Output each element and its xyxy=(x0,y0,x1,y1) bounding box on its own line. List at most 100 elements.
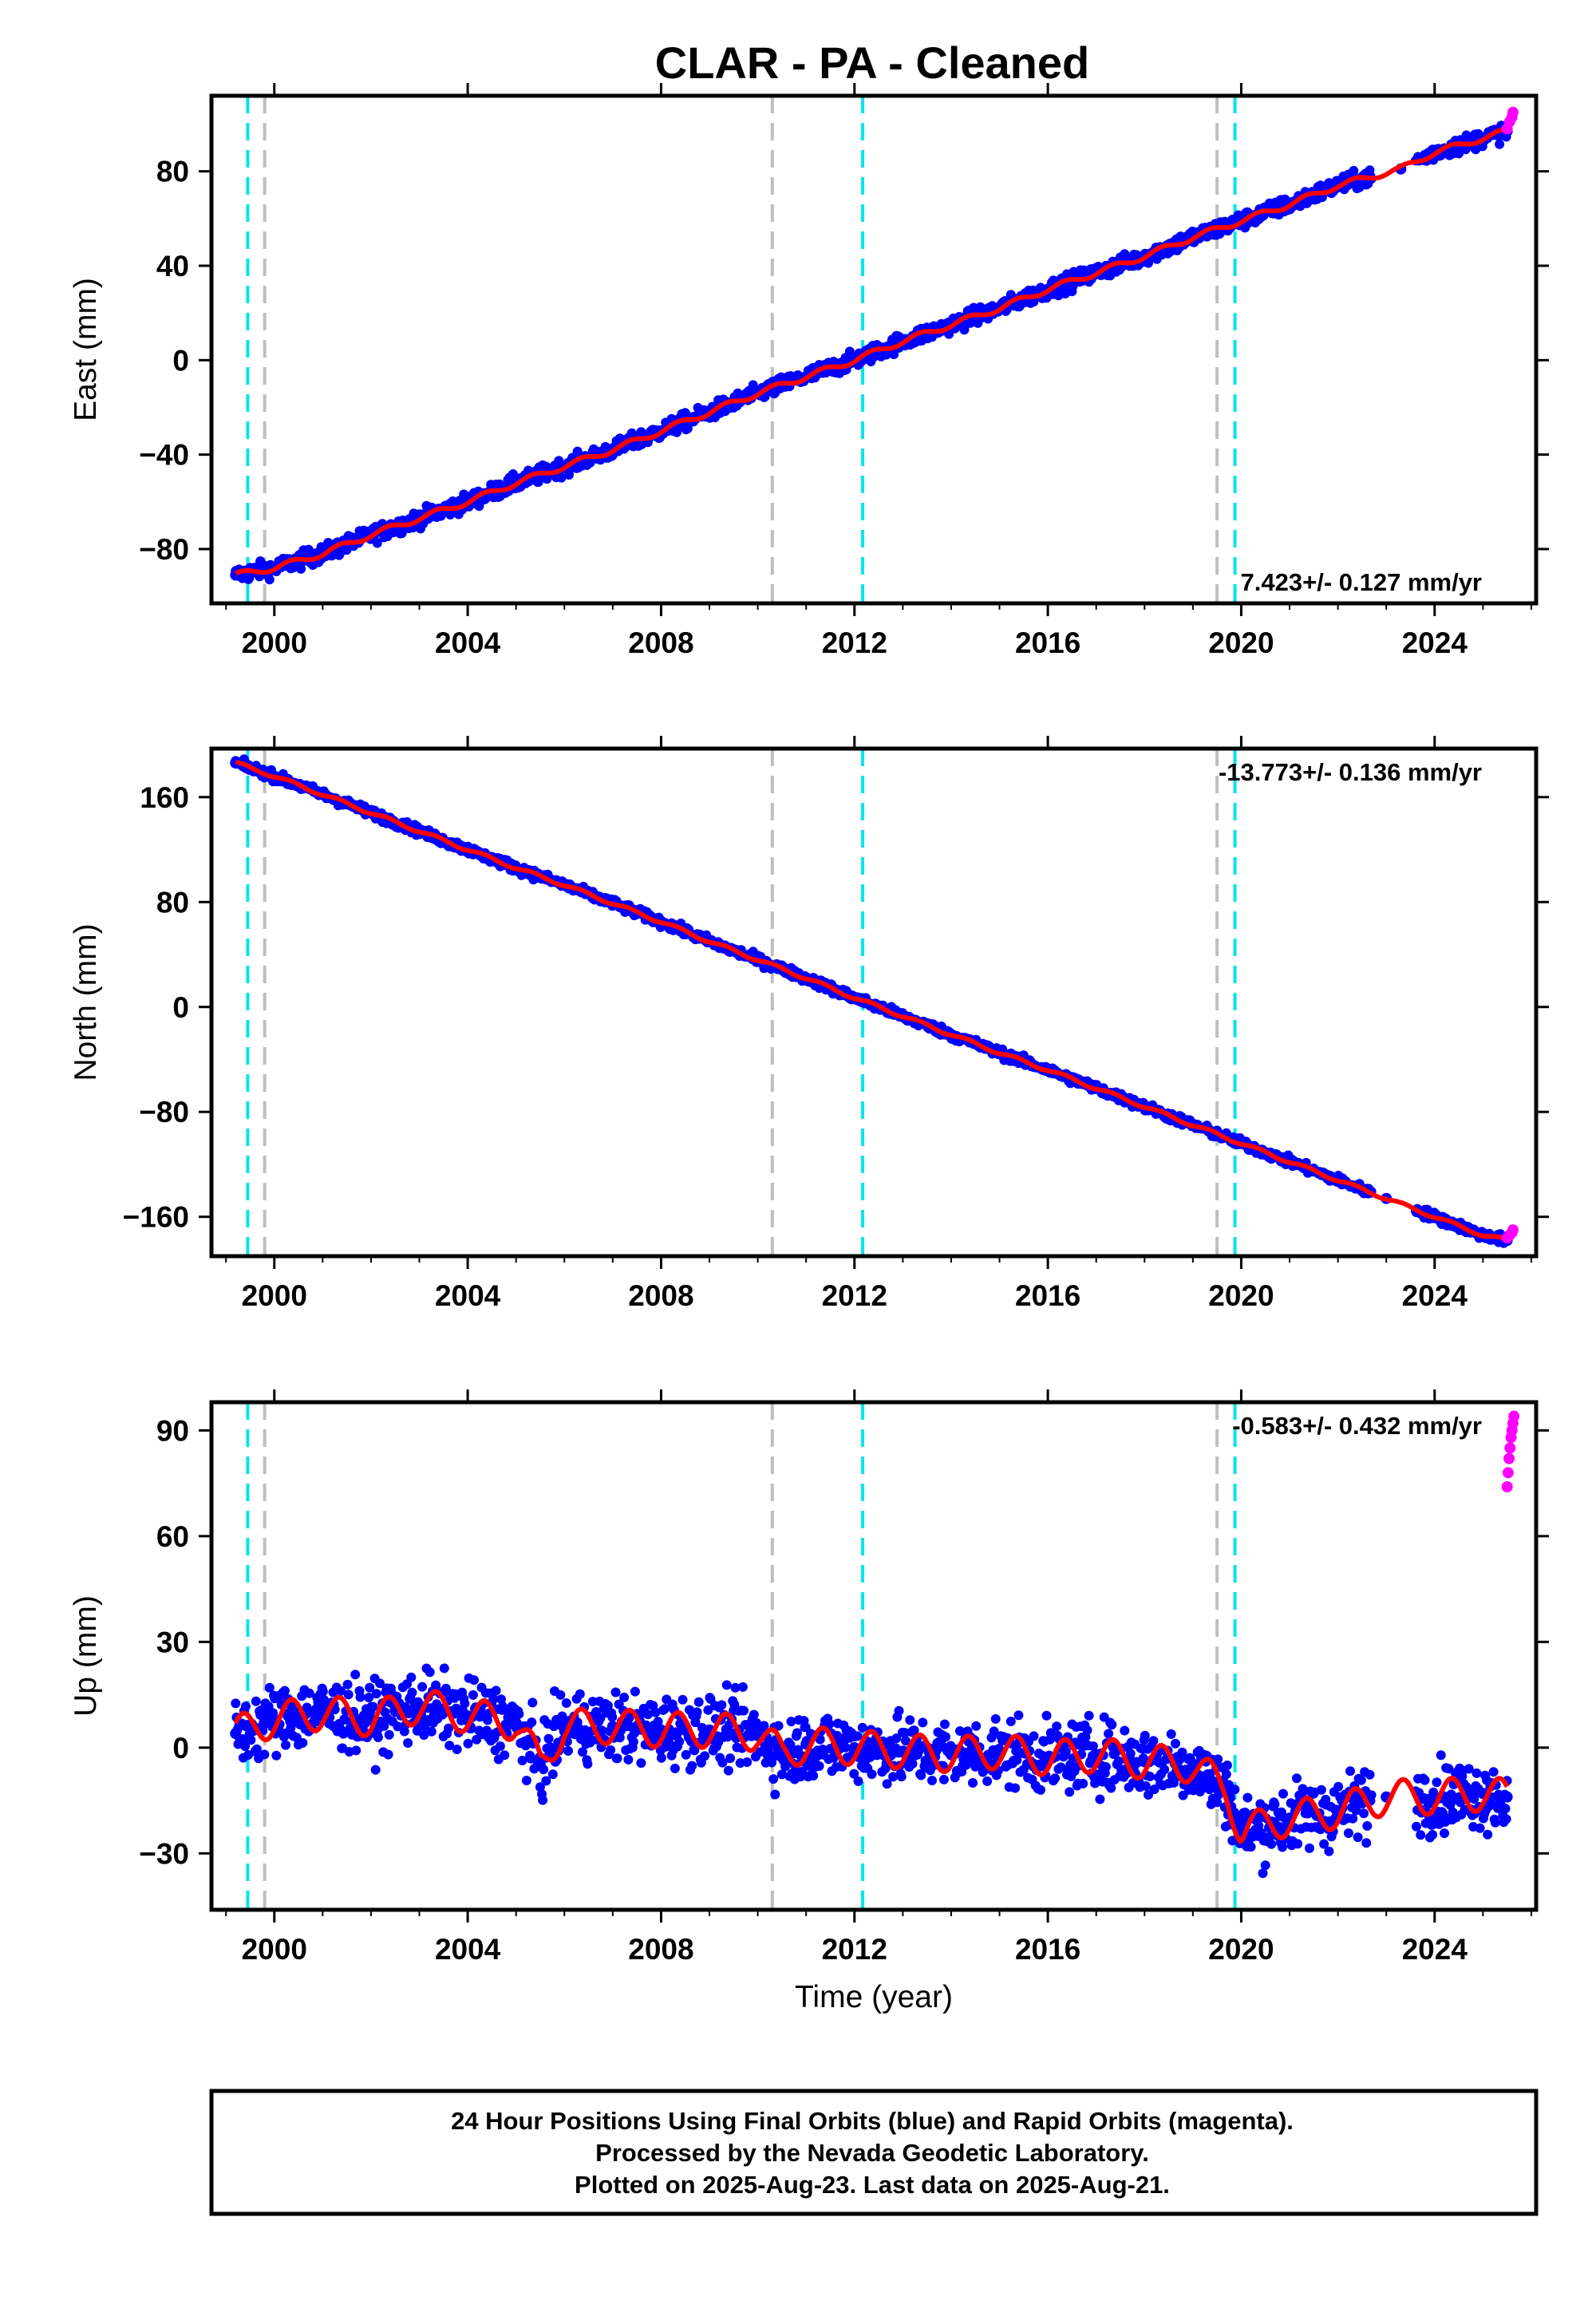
up-y-tick-label: 30 xyxy=(156,1626,189,1658)
up-final-point xyxy=(678,1694,688,1705)
east-final-point xyxy=(264,575,275,585)
east-rapid-point xyxy=(1507,106,1519,118)
up-final-point xyxy=(1050,1773,1061,1784)
up-final-orbit-points xyxy=(230,1663,1513,1879)
up-final-point xyxy=(527,1697,538,1708)
north-y-tick-label: −80 xyxy=(139,1096,189,1128)
up-final-point xyxy=(563,1745,573,1756)
up-final-point xyxy=(606,1745,616,1755)
up-rate-label: -0.583+/- 0.432 mm/yr xyxy=(1232,1412,1482,1440)
figure-title: CLAR - PA - Cleaned xyxy=(655,38,1089,88)
up-final-point xyxy=(814,1761,824,1771)
up-rapid-point xyxy=(1503,1452,1515,1464)
up-final-point xyxy=(918,1717,928,1728)
up-final-point xyxy=(251,1696,261,1706)
up-final-point xyxy=(1345,1766,1355,1777)
up-final-point xyxy=(1078,1778,1088,1788)
up-final-point xyxy=(351,1745,361,1756)
up-final-point xyxy=(1140,1730,1150,1741)
up-final-point xyxy=(1361,1838,1372,1848)
up-final-point xyxy=(1488,1767,1499,1777)
up-final-point xyxy=(1125,1749,1136,1759)
up-final-point xyxy=(1095,1794,1105,1804)
up-final-point xyxy=(721,1680,732,1690)
up-final-point xyxy=(342,1679,353,1690)
up-final-point xyxy=(770,1789,780,1800)
east-y-axis-label: East (mm) xyxy=(69,278,103,421)
up-final-point xyxy=(1270,1799,1280,1809)
up-final-point xyxy=(1005,1717,1016,1726)
up-final-point xyxy=(968,1778,978,1788)
up-final-data-point xyxy=(534,1759,546,1771)
up-final-point xyxy=(1278,1788,1288,1799)
north-x-tick-label: 2000 xyxy=(242,1279,307,1312)
up-final-point xyxy=(1041,1710,1052,1721)
up-final-point xyxy=(500,1750,510,1761)
up-final-point xyxy=(241,1701,251,1711)
north-y-tick-label: 80 xyxy=(156,886,189,919)
up-final-data-point xyxy=(230,1728,242,1740)
up-final-point xyxy=(1428,1830,1438,1840)
up-rapid-point xyxy=(1508,1410,1520,1422)
up-final-point xyxy=(1293,1839,1303,1849)
up-final-point xyxy=(368,1701,378,1712)
up-final-data-point xyxy=(1501,1791,1513,1803)
up-final-point xyxy=(407,1687,417,1697)
up-x-tick-label: 2020 xyxy=(1208,1933,1274,1966)
east-x-tick-label: 2016 xyxy=(1015,626,1080,659)
up-final-point xyxy=(350,1670,361,1680)
up-final-point xyxy=(1440,1828,1449,1839)
up-final-point xyxy=(990,1713,1001,1724)
up-final-point xyxy=(1159,1765,1170,1775)
up-final-point xyxy=(628,1737,638,1747)
up-final-point xyxy=(538,1795,548,1805)
up-final-point xyxy=(717,1700,727,1710)
up-final-point xyxy=(1140,1780,1151,1791)
up-final-point xyxy=(583,1759,593,1769)
up-final-point xyxy=(1148,1736,1159,1746)
north-y-tick-label: −160 xyxy=(123,1201,189,1234)
up-final-point xyxy=(1171,1738,1180,1749)
up-final-point xyxy=(737,1682,748,1692)
up-final-point xyxy=(271,1750,282,1761)
up-final-point xyxy=(343,1690,354,1700)
east-final-point xyxy=(372,538,382,548)
up-final-point xyxy=(1305,1843,1314,1853)
up-final-point xyxy=(692,1707,702,1717)
east-y-tick-label: 0 xyxy=(172,344,189,377)
up-final-point xyxy=(1411,1821,1421,1832)
up-y-tick-label: 60 xyxy=(156,1520,189,1553)
up-final-point xyxy=(623,1754,634,1765)
footer-line-3: Plotted on 2025-Aug-23. Last data on 202… xyxy=(575,2171,1170,2199)
up-x-tick-label: 2008 xyxy=(628,1933,693,1966)
up-x-tick-label: 2000 xyxy=(242,1933,307,1966)
up-final-point xyxy=(1242,1792,1253,1803)
up-final-point xyxy=(1500,1804,1511,1814)
up-final-point xyxy=(857,1722,867,1733)
up-final-point xyxy=(1365,1769,1375,1780)
up-final-point xyxy=(383,1749,393,1760)
up-final-point xyxy=(1052,1721,1062,1732)
up-final-point xyxy=(894,1705,904,1716)
up-final-point xyxy=(1013,1710,1024,1721)
up-final-point xyxy=(1292,1773,1302,1784)
north-x-tick-label: 2008 xyxy=(628,1279,693,1312)
up-final-point xyxy=(1333,1781,1344,1792)
up-final-point xyxy=(1501,1814,1511,1824)
up-final-point xyxy=(547,1769,558,1780)
up-final-point xyxy=(612,1753,622,1764)
up-final-point xyxy=(630,1686,640,1697)
up-final-point xyxy=(808,1771,819,1780)
up-y-axis-label: Up (mm) xyxy=(69,1595,103,1717)
up-final-point xyxy=(417,1682,428,1692)
up-final-point xyxy=(792,1728,802,1738)
up-x-axis-label: Time (year) xyxy=(795,1980,953,2014)
up-final-point xyxy=(527,1717,537,1727)
up-final-point xyxy=(1353,1832,1363,1843)
north-y-axis-label: North (mm) xyxy=(69,923,103,1081)
up-final-point xyxy=(971,1721,982,1731)
up-final-point xyxy=(619,1692,630,1702)
east-x-tick-label: 2008 xyxy=(628,626,693,659)
north-panel: 2000 2004 2008 2012 2016 2020 2024−160−8008016… xyxy=(69,736,1549,1312)
up-final-point xyxy=(452,1745,462,1754)
